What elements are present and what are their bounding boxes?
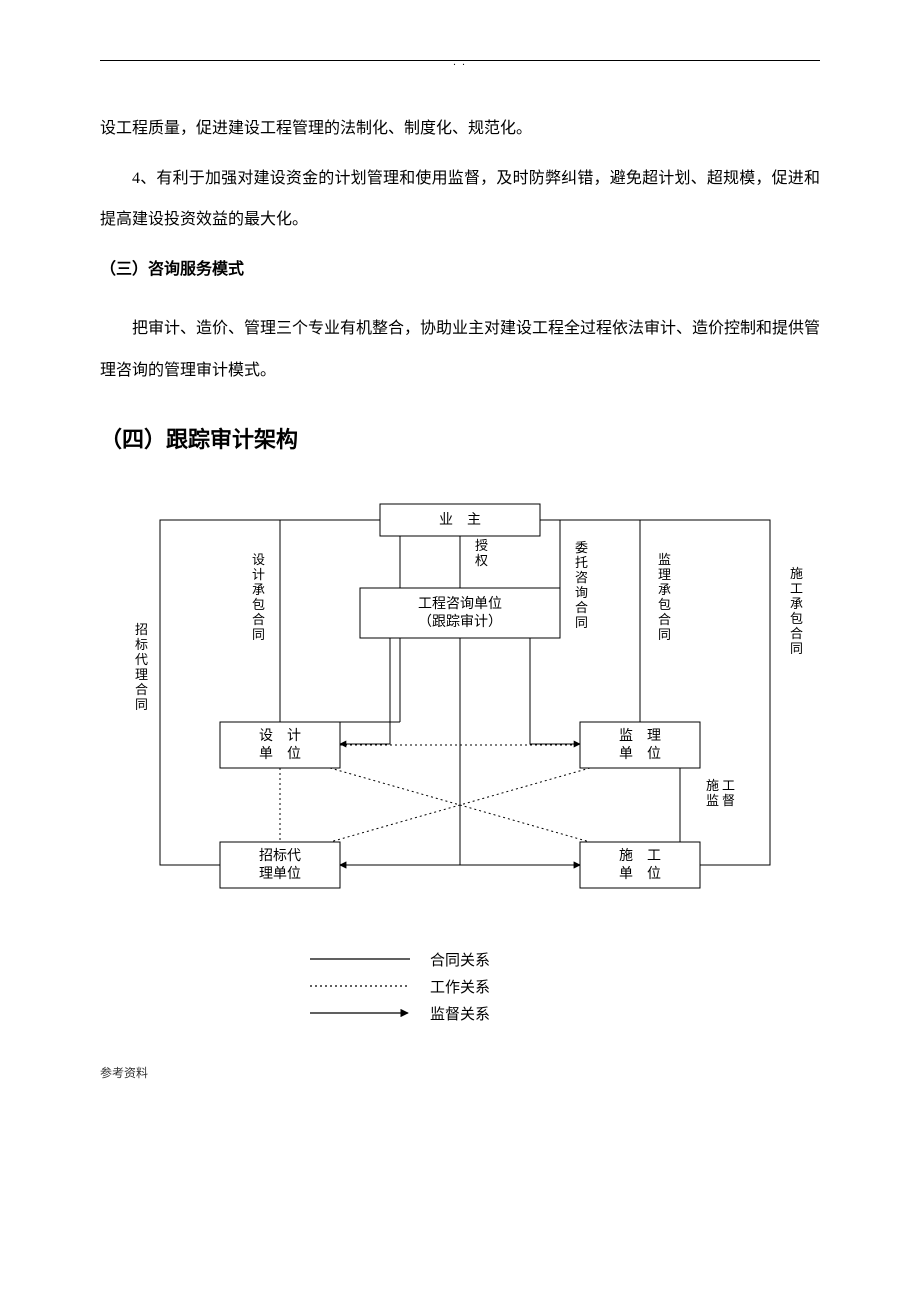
legend-supervise: 监督关系 (310, 1003, 610, 1024)
page-head-dots: . . (100, 57, 820, 68)
legend-supervise-label: 监督关系 (430, 1003, 490, 1024)
legend-work-label: 工作关系 (430, 976, 490, 997)
svg-text:设计承包合同: 设计承包合同 (252, 552, 265, 642)
svg-text:设 计: 设 计 (259, 728, 301, 744)
svg-text:施工承包合同: 施工承包合同 (790, 566, 803, 656)
page-footer: 参考资料 (100, 1064, 820, 1081)
svg-text:工督: 工督 (722, 778, 735, 808)
svg-text:招标代: 招标代 (259, 848, 301, 864)
svg-text:（跟踪审计）: （跟踪审计） (418, 614, 502, 630)
legend-work: 工作关系 (310, 976, 610, 997)
legend-contract-label: 合同关系 (430, 949, 490, 970)
svg-text:监 理: 监 理 (619, 728, 661, 744)
page-rule-top (100, 60, 820, 61)
diagram-legend: 合同关系 工作关系 监督关系 (310, 949, 610, 1024)
svg-text:委托咨询合同: 委托咨询合同 (575, 540, 588, 630)
section-4-head: （四）跟踪审计架构 (100, 422, 820, 454)
svg-text:理单位: 理单位 (259, 866, 301, 882)
audit-structure-diagram: 业 主工程咨询单位（跟踪审计）设 计单 位监 理单 位招标代理单位施 工单 位 … (100, 494, 820, 919)
paragraph-2: 4、有利于加强对建设资金的计划管理和使用监督，及时防弊纠错，避免超计划、超规模，… (100, 158, 820, 241)
svg-text:单 位: 单 位 (619, 866, 661, 882)
svg-text:工程咨询单位: 工程咨询单位 (418, 596, 502, 612)
legend-contract: 合同关系 (310, 949, 610, 970)
paragraph-1: 设工程质量，促进建设工程管理的法制化、制度化、规范化。 (100, 108, 820, 150)
svg-text:施 工: 施 工 (619, 848, 661, 864)
svg-text:业 主: 业 主 (439, 512, 481, 528)
svg-text:授权: 授权 (475, 538, 488, 568)
section-3-head: （三）咨询服务模式 (100, 249, 820, 291)
paragraph-3: 把审计、造价、管理三个专业有机整合，协助业主对建设工程全过程依法审计、造价控制和… (100, 308, 820, 391)
svg-text:监理承包合同: 监理承包合同 (658, 552, 671, 642)
svg-text:单 位: 单 位 (259, 746, 301, 762)
svg-text:施监: 施监 (706, 778, 719, 808)
svg-text:招标代理合同: 招标代理合同 (135, 622, 148, 712)
svg-text:单 位: 单 位 (619, 746, 661, 762)
